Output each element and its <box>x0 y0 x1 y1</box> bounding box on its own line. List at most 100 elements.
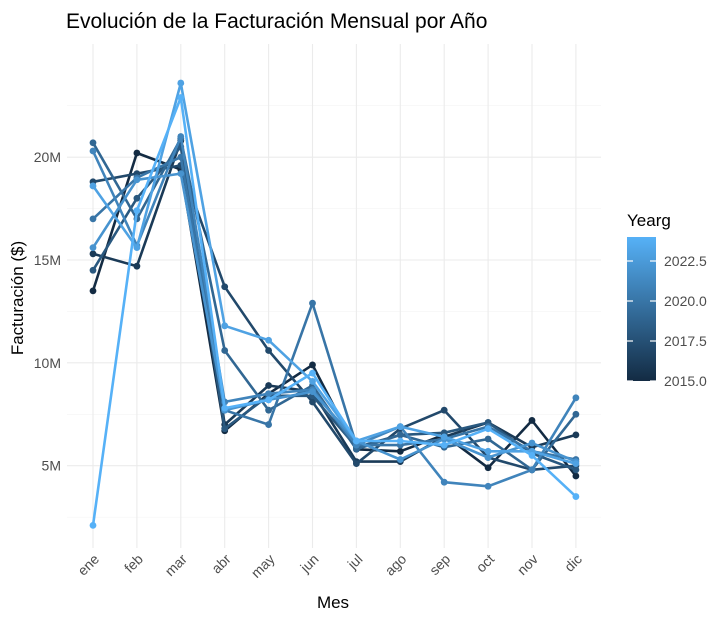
data-point <box>396 431 404 439</box>
y-axis-ticks: 5M 10M 15M 20M <box>34 149 61 474</box>
data-point <box>528 452 536 459</box>
data-point <box>221 347 229 354</box>
data-point <box>396 437 404 445</box>
legend-ticks: 2015.0 2017.5 2020.0 2022.5 <box>627 253 707 389</box>
data-point <box>440 433 448 441</box>
data-point <box>396 447 404 455</box>
series-line <box>91 96 577 526</box>
data-point <box>396 423 404 431</box>
data-point <box>265 421 272 428</box>
data-point <box>89 266 97 274</box>
data-point <box>89 521 97 529</box>
data-point <box>89 287 97 295</box>
x-tick-label: jul <box>344 551 366 573</box>
data-point <box>572 410 580 418</box>
data-point <box>440 478 448 486</box>
data-point <box>265 390 272 398</box>
data-point <box>572 394 580 402</box>
data-point <box>353 437 360 445</box>
data-point <box>177 153 185 161</box>
data-point <box>177 94 185 101</box>
y-tick-label: 15M <box>34 252 61 268</box>
data-point <box>440 441 448 449</box>
data-point <box>572 431 580 439</box>
x-tick-label: abr <box>208 551 234 577</box>
data-point <box>484 435 492 443</box>
legend-tick-label: 2020.0 <box>664 293 707 309</box>
data-point <box>309 299 316 307</box>
data-point <box>484 425 492 433</box>
series-line <box>91 172 577 463</box>
data-point <box>309 369 316 377</box>
data-point <box>484 454 492 461</box>
series-line <box>92 164 577 472</box>
data-point <box>572 466 580 474</box>
data-point <box>572 493 580 500</box>
legend-tick-label: 2015.0 <box>664 373 707 389</box>
data-point <box>572 472 580 480</box>
legend-tick-label: 2017.5 <box>664 333 707 349</box>
data-point <box>440 406 448 414</box>
grid <box>67 44 601 548</box>
x-tick-label: jun <box>296 551 321 576</box>
x-tick-label: mar <box>162 551 191 580</box>
series-line <box>91 145 577 472</box>
data-point <box>133 262 141 270</box>
data-point <box>484 447 492 455</box>
y-tick-label: 20M <box>34 149 61 165</box>
series-line <box>92 139 577 463</box>
y-tick-label: 5M <box>42 458 61 474</box>
series-lines <box>89 79 580 529</box>
data-point <box>484 482 492 490</box>
data-point <box>353 460 360 468</box>
x-tick-label: oct <box>473 551 498 576</box>
data-point <box>177 133 185 140</box>
y-tick-label: 10M <box>34 355 61 371</box>
data-point <box>133 244 141 252</box>
data-point <box>133 194 141 202</box>
series-2015 <box>89 149 580 480</box>
x-axis-ticks: ene feb mar abr may jun jul ago sep oct nov dic <box>74 551 585 581</box>
x-tick-label: nov <box>514 551 541 578</box>
x-tick-label: sep <box>426 551 453 578</box>
data-point <box>572 460 580 468</box>
data-point <box>265 347 272 354</box>
data-point <box>89 147 97 155</box>
data-point <box>265 336 272 344</box>
x-tick-label: may <box>248 551 278 581</box>
data-point <box>177 79 185 87</box>
legend-tick-label: 2022.5 <box>664 253 707 269</box>
x-tick-label: feb <box>121 551 146 576</box>
data-point <box>221 425 229 433</box>
x-tick-label: ago <box>382 551 410 579</box>
y-axis-title: Facturación ($) <box>8 241 27 355</box>
data-point <box>89 244 97 252</box>
data-point <box>265 382 272 389</box>
data-point <box>528 439 536 447</box>
data-point <box>89 139 97 147</box>
data-point <box>133 149 141 157</box>
data-point <box>89 215 97 223</box>
data-point <box>528 466 536 474</box>
data-point <box>89 250 97 258</box>
data-point <box>396 456 404 463</box>
data-point <box>221 283 229 291</box>
data-point <box>309 388 316 396</box>
data-point <box>484 464 492 472</box>
data-point <box>177 170 185 178</box>
legend: Yearg 2015.0 2017.5 2020.0 2022.5 <box>627 211 707 389</box>
data-point <box>89 182 97 190</box>
data-point <box>265 396 272 404</box>
data-point <box>133 176 141 184</box>
legend-colorbar <box>627 237 656 381</box>
legend-title: Yearg <box>627 211 671 230</box>
series-line <box>92 155 577 461</box>
data-point <box>133 207 141 215</box>
x-tick-label: ene <box>74 551 102 579</box>
data-point <box>265 406 272 414</box>
x-tick-label: dic <box>561 551 585 575</box>
data-point <box>528 417 536 424</box>
data-point <box>309 398 316 406</box>
x-axis-title: Mes <box>317 593 349 612</box>
